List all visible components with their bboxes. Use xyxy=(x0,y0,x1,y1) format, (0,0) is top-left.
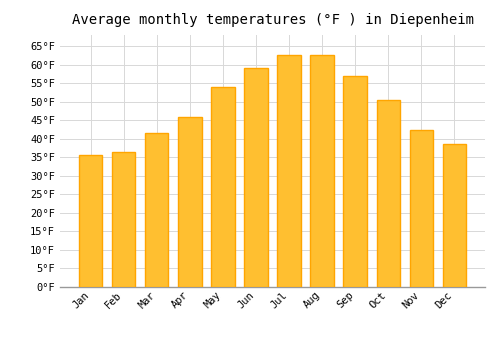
Bar xyxy=(212,87,234,287)
Bar xyxy=(80,155,102,287)
Title: Average monthly temperatures (°F ) in Diepenheim: Average monthly temperatures (°F ) in Di… xyxy=(72,13,473,27)
Bar xyxy=(178,117,202,287)
Bar xyxy=(376,100,400,287)
Bar xyxy=(244,68,268,287)
Bar xyxy=(442,144,466,287)
Bar xyxy=(310,55,334,287)
Bar xyxy=(344,76,366,287)
Bar xyxy=(146,133,169,287)
Bar xyxy=(112,152,136,287)
Bar xyxy=(278,55,300,287)
Bar xyxy=(410,130,432,287)
